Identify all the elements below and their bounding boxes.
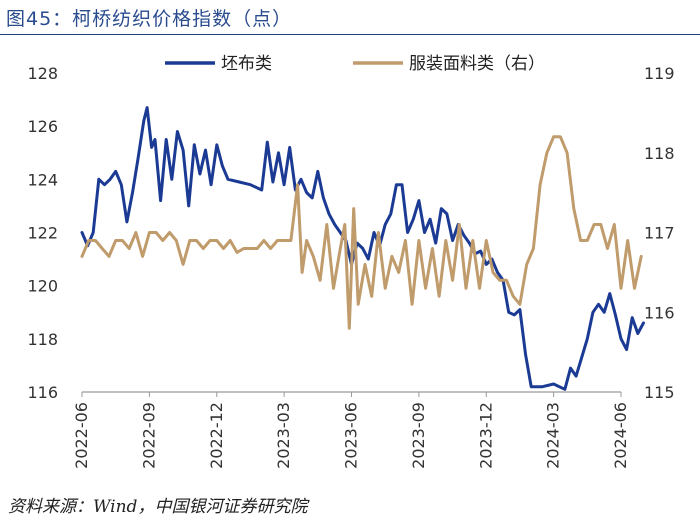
figure-title: 图45：柯桥纺织价格指数（点）: [6, 8, 293, 30]
legend-label: 坯布类: [221, 54, 272, 74]
title-rule: [0, 34, 700, 35]
y-right-tick-label: 118: [644, 144, 675, 163]
y-right-tick-label: 119: [644, 64, 675, 83]
y-left-tick-label: 118: [27, 330, 58, 349]
y-left-tick-label: 128: [27, 64, 58, 83]
y-left-tick-label: 124: [27, 170, 58, 189]
x-tick-label: 2022-09: [139, 402, 158, 469]
series-line-pibu: [80, 106, 645, 391]
source-note: 资料来源：Wind，中国银河证券研究院: [8, 497, 308, 517]
y-left-tick-label: 122: [27, 224, 58, 243]
series-line-fabric: [80, 135, 643, 330]
y-right-tick-label: 117: [644, 224, 675, 243]
x-tick-label: 2022-06: [72, 402, 91, 469]
x-tick-label: 2023-12: [476, 402, 495, 469]
legend-label: 服装面料类（右）: [409, 54, 545, 74]
y-left-tick-label: 120: [27, 277, 58, 296]
y-right-tick-label: 115: [644, 383, 675, 402]
y-right-tick-label: 116: [644, 303, 675, 322]
x-tick-label: 2022-12: [207, 402, 226, 469]
x-tick-label: 2024-06: [611, 402, 630, 469]
x-tick-label: 2024-03: [544, 402, 563, 469]
chart-legend: 坯布类 服装面料类（右）: [165, 54, 545, 74]
chart-lines: [80, 106, 645, 391]
y-left-tick-label: 126: [27, 117, 58, 136]
chart-axes: 116 118 120 122 124 126 128 115 116 117 118 119 2022…: [27, 64, 674, 469]
y-left-tick-label: 116: [27, 383, 58, 402]
x-tick-label: 2023-06: [342, 402, 361, 469]
x-tick-label: 2023-03: [274, 402, 293, 469]
x-tick-label: 2023-09: [409, 402, 428, 469]
